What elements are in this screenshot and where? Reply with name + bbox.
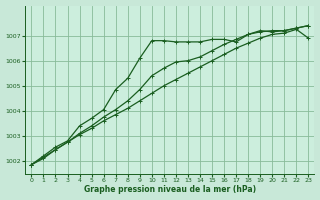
X-axis label: Graphe pression niveau de la mer (hPa): Graphe pression niveau de la mer (hPa): [84, 185, 256, 194]
